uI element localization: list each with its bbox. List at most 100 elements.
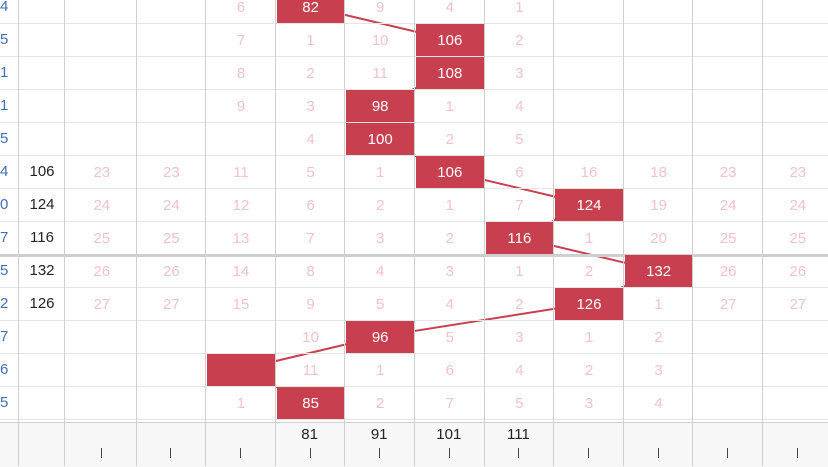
row-value (20, 386, 64, 419)
row-index: 7 (0, 229, 9, 246)
x-axis-tick (170, 448, 172, 458)
matrix-cell: 5 (445, 328, 454, 346)
column-gridline (762, 0, 763, 466)
matrix-cell (694, 90, 762, 122)
row-index: 5 (0, 262, 9, 279)
x-axis-tick (448, 448, 450, 458)
matrix-cell: 5 (306, 163, 315, 181)
matrix-cell: 1 (654, 295, 663, 313)
matrix-cell: 24 (789, 196, 807, 214)
x-axis-tick (100, 448, 102, 458)
matrix-cell: 7 (306, 229, 315, 247)
matrix-cell: 3 (376, 229, 385, 247)
path-cell: 98 (346, 90, 414, 122)
row-index: 1 (0, 64, 9, 81)
matrix-cell (207, 321, 275, 353)
path-cell: 126 (555, 288, 623, 320)
row-value (20, 89, 64, 122)
x-axis-label: 101 (436, 426, 462, 443)
matrix-cell: 23 (163, 163, 180, 181)
row-value: 116 (30, 229, 54, 246)
matrix-cell: 24 (93, 196, 111, 214)
matrix-cell (764, 354, 828, 386)
matrix-cell: 5 (515, 130, 524, 148)
matrix-cell: 4 (445, 295, 454, 313)
row-index: 2 (0, 295, 9, 312)
x-axis-tick (796, 448, 798, 458)
matrix-cell: 23 (719, 163, 737, 181)
matrix-cell: 19 (650, 196, 667, 214)
matrix-cell: 2 (306, 64, 315, 82)
matrix-cell: 27 (789, 295, 807, 313)
column-gridline (64, 0, 65, 466)
matrix-cell: 10 (302, 328, 319, 346)
path-cell: 116 (485, 222, 554, 254)
row-index: 5 (0, 31, 9, 48)
matrix-cell: 26 (789, 262, 807, 280)
row-index: 4 (0, 0, 9, 15)
column-gridline (18, 0, 19, 466)
column-gridline (344, 0, 346, 466)
matrix-cell: 3 (584, 394, 594, 412)
matrix-cell (694, 321, 762, 353)
column-gridline (135, 0, 137, 466)
matrix-cell (68, 0, 136, 23)
path-cell (207, 354, 275, 386)
matrix-cell: 2 (376, 196, 385, 214)
matrix-cell: 9 (236, 97, 246, 115)
row-value: 124 (29, 196, 55, 213)
row-value (20, 320, 64, 353)
matrix-cell (138, 90, 206, 122)
x-axis-tick (588, 448, 589, 458)
matrix-cell: 20 (650, 229, 667, 247)
matrix-cell (68, 354, 136, 386)
matrix-cell (625, 24, 693, 56)
matrix-cell: 11 (233, 163, 249, 181)
matrix-cell (68, 57, 136, 89)
row-index: 5 (0, 130, 9, 147)
matrix-cell: 16 (580, 163, 598, 181)
matrix-cell: 25 (719, 229, 737, 247)
matrix-cell: 2 (445, 229, 454, 247)
matrix-cell: 6 (306, 196, 315, 214)
row-value (20, 56, 64, 89)
matrix-cell (694, 0, 762, 23)
row-value (20, 23, 64, 56)
matrix-cell (764, 90, 828, 122)
matrix-cell: 25 (163, 229, 180, 247)
matrix-cell: 27 (93, 295, 111, 313)
matrix-cell: 24 (163, 196, 180, 214)
row-index: 0 (0, 196, 9, 213)
x-axis-tick (518, 448, 520, 458)
column-gridline (553, 0, 555, 466)
matrix-cell: 1 (445, 97, 454, 115)
path-cell: 96 (346, 321, 414, 353)
x-axis-label: 91 (370, 426, 388, 443)
matrix-cell: 1 (376, 361, 385, 379)
path-cell: 124 (555, 189, 623, 221)
matrix-cell: 1 (584, 229, 594, 247)
matrix-cell (694, 354, 762, 386)
matrix-cell: 6 (236, 0, 246, 16)
matrix-cell: 1 (236, 394, 246, 412)
matrix-cell: 2 (376, 394, 385, 412)
path-cell: 132 (624, 255, 693, 287)
matrix-cell: 5 (515, 394, 524, 412)
row-index: 1 (0, 97, 9, 114)
matrix-cell: 1 (515, 262, 524, 280)
matrix-cell: 1 (376, 163, 385, 181)
matrix-cell (555, 0, 623, 23)
row-index: 7 (0, 328, 9, 345)
matrix-cell: 18 (650, 163, 667, 181)
x-axis-tick (309, 448, 311, 458)
path-cell: 82 (276, 0, 345, 23)
matrix-cell: 9 (376, 0, 385, 16)
x-axis-tick (379, 448, 381, 458)
matrix-cell: 2 (584, 361, 594, 379)
matrix-cell (625, 0, 693, 23)
path-cell: 85 (276, 387, 345, 419)
matrix-cell (764, 24, 828, 56)
matrix-cell: 7 (445, 394, 454, 412)
column-gridline (414, 0, 415, 466)
matrix-cell (138, 57, 206, 89)
